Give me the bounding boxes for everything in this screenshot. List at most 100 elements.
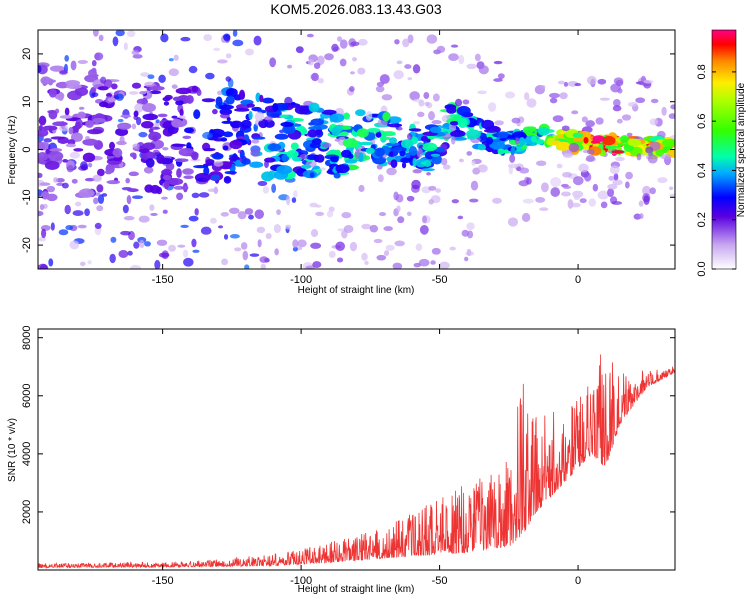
spectrogram-x-tick-label: -150 <box>152 274 174 286</box>
spectrogram-blob <box>392 262 403 269</box>
spectrogram-blob <box>132 143 140 150</box>
spectrogram-blob <box>87 69 97 78</box>
spectrogram-blob <box>574 83 582 87</box>
spectrogram-blob <box>440 157 448 166</box>
spectrogram-blob <box>139 90 147 95</box>
spectrogram-blob <box>112 36 119 47</box>
spectrogram-blob <box>609 165 620 175</box>
spectrogram-blob <box>417 111 425 118</box>
spectrogram-blob <box>557 80 565 85</box>
spectrogram-blob <box>315 211 325 216</box>
spectrogram-blob <box>126 30 136 38</box>
spectrogram-blob <box>101 193 108 197</box>
spectrogram-blob <box>57 92 64 101</box>
spectrogram-blob <box>358 141 374 146</box>
spectrogram-blob <box>237 149 243 154</box>
spectrogram-blob <box>388 151 394 157</box>
spectrogram-blob <box>229 139 243 150</box>
spectrogram-blob <box>491 126 500 131</box>
spectrogram-blob <box>409 91 420 101</box>
spectrogram-blob <box>229 234 240 239</box>
spectrogram-blob <box>366 127 381 133</box>
spectrogram-blob <box>74 121 82 130</box>
spectrogram-blob <box>389 137 397 144</box>
spectrogram-blob <box>149 204 155 211</box>
spectrogram-blob <box>365 110 373 121</box>
spectrogram-blob <box>40 191 50 200</box>
colorbar: 0.0 0.2 0.4 0.6 0.8 Normalized spectral ampl… <box>696 29 747 277</box>
spectrogram-blob <box>481 119 495 130</box>
spectrogram-blob <box>262 186 270 194</box>
snr-x-tick-label: -50 <box>432 575 448 587</box>
spectrogram-blob <box>310 242 322 249</box>
spectrogram-blob <box>625 181 630 189</box>
spectrogram-blob <box>171 143 187 147</box>
spectrogram-blob <box>376 81 385 87</box>
spectrogram-blob <box>394 39 400 45</box>
spectrogram-blob <box>234 247 242 252</box>
spectrogram-blob <box>300 164 312 169</box>
spectrogram-blob <box>449 121 459 126</box>
spectrogram-blob <box>335 241 346 251</box>
spectrogram-blob <box>210 217 217 224</box>
spectrogram-blob <box>148 131 162 141</box>
spectrogram-blob <box>471 160 476 167</box>
spectrogram-blob <box>572 137 585 142</box>
colorbar-tick-label: 0.8 <box>696 64 708 79</box>
spectrogram-blob <box>599 97 610 101</box>
spectrogram-blob <box>531 135 537 143</box>
spectrogram-blob <box>549 97 558 104</box>
spectrogram-blob <box>176 192 184 201</box>
spectrogram-blob <box>313 62 321 70</box>
spectrogram-blob <box>626 132 633 137</box>
spectrogram-blob <box>171 118 183 128</box>
spectrogram-cells <box>38 30 675 269</box>
spectrogram-blob <box>203 34 213 42</box>
spectrogram-blob <box>401 161 407 169</box>
spectrogram-blob <box>669 186 674 191</box>
colorbar-tick-label: 0.2 <box>696 212 708 227</box>
spectrogram-blob <box>507 217 519 227</box>
spectrogram-blob <box>240 242 248 250</box>
spectrogram-blob <box>423 159 432 167</box>
spectrogram-blob <box>191 85 199 93</box>
spectrogram-blob <box>450 131 460 137</box>
spectrogram-blob <box>340 131 349 137</box>
spectrogram-blob <box>117 118 124 123</box>
spectrogram-blob <box>188 65 198 74</box>
spectrogram-blob <box>297 239 307 248</box>
spectrogram-blob <box>223 233 229 240</box>
spectrogram-blob <box>80 261 86 267</box>
spectrogram-blob <box>186 142 192 150</box>
spectrogram-blob <box>182 249 189 258</box>
spectrogram-blob <box>343 224 354 234</box>
spectrogram-blob <box>478 65 489 75</box>
spectrogram-blob <box>469 198 479 203</box>
spectrogram-blob <box>375 132 382 138</box>
spectrogram-blob <box>535 160 547 167</box>
spectrogram-blob <box>246 103 255 108</box>
spectrogram-blob <box>40 76 52 85</box>
spectrogram-blob <box>89 76 96 82</box>
spectrogram-blob <box>292 239 299 249</box>
spectrogram-blob <box>265 232 272 240</box>
spectrogram-blob <box>293 190 298 198</box>
spectrogram-blob <box>120 230 131 236</box>
spectrogram-blob <box>343 112 350 120</box>
spectrogram-blob <box>43 203 48 209</box>
spectrogram-blob <box>661 106 667 116</box>
spectrogram-blob <box>270 113 280 117</box>
spectrogram-blob <box>436 45 446 53</box>
spectrogram-blob <box>90 86 97 94</box>
spectrogram-blob <box>130 264 142 269</box>
spectrogram-blob <box>183 175 194 180</box>
spectrogram-blob <box>612 179 623 186</box>
spectrogram-blob <box>563 81 569 87</box>
spectrogram-blob <box>621 114 632 121</box>
spectrogram-blob <box>660 153 672 160</box>
spectrogram-blob <box>222 145 229 151</box>
spectrogram-blob <box>373 238 383 244</box>
spectrogram-blob <box>279 114 290 119</box>
colorbar-tick-label: 0.0 <box>696 261 708 276</box>
